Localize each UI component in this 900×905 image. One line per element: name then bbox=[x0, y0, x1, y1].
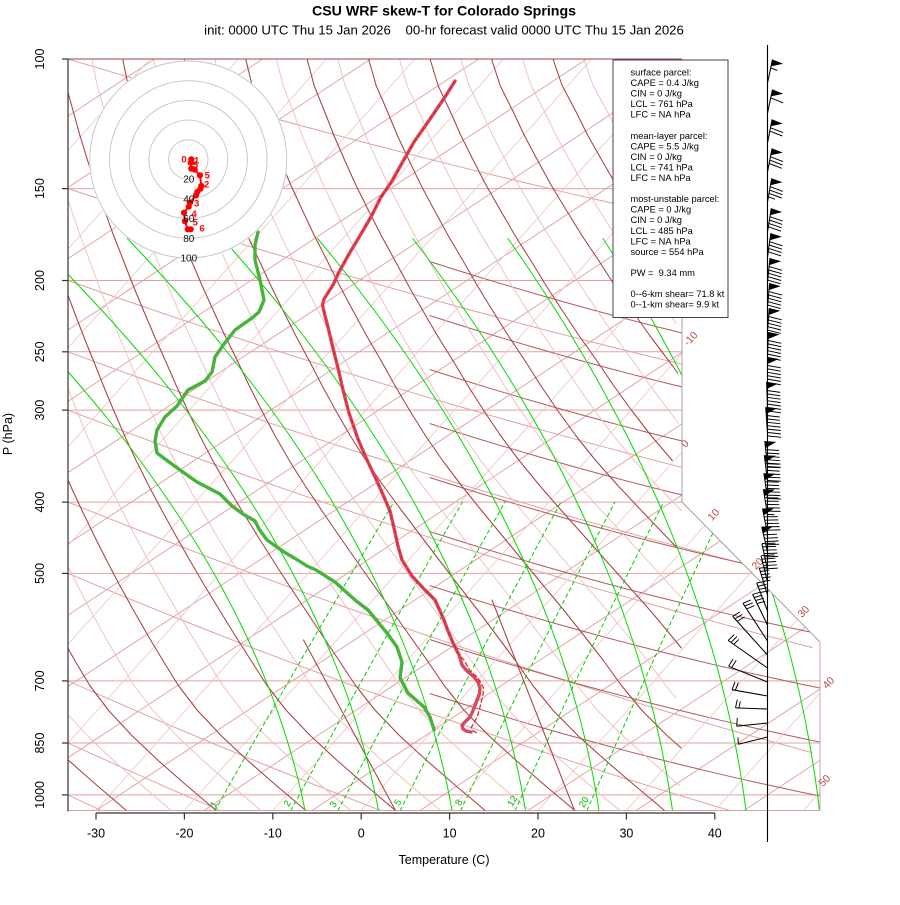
svg-text:LFC = NA hPa: LFC = NA hPa bbox=[631, 110, 692, 120]
svg-text:100: 100 bbox=[33, 49, 47, 70]
svg-text:0: 0 bbox=[181, 155, 186, 166]
svg-text:6: 6 bbox=[199, 224, 204, 235]
svg-text:0: 0 bbox=[358, 827, 365, 841]
svg-text:700: 700 bbox=[33, 670, 47, 691]
svg-text:CIN = 0 J/kg: CIN = 0 J/kg bbox=[631, 89, 682, 99]
svg-text:0--6-km shear= 71.8 kt: 0--6-km shear= 71.8 kt bbox=[631, 289, 725, 299]
svg-text:850: 850 bbox=[33, 733, 47, 754]
svg-text:Temperature (C): Temperature (C) bbox=[399, 853, 490, 867]
svg-text:LCL = 741 hPa: LCL = 741 hPa bbox=[631, 163, 694, 173]
svg-text:5: 5 bbox=[193, 160, 199, 171]
svg-text:20: 20 bbox=[531, 827, 545, 841]
svg-text:10: 10 bbox=[443, 827, 457, 841]
svg-text:most-unstable parcel:: most-unstable parcel: bbox=[631, 194, 720, 204]
svg-text:PW = 9.34 mm: PW = 9.34 mm bbox=[631, 268, 696, 278]
svg-text:CAPE = 0 J/kg: CAPE = 0 J/kg bbox=[631, 205, 692, 215]
svg-text:source = 554 hPa: source = 554 hPa bbox=[631, 247, 705, 257]
svg-text:LFC = NA hPa: LFC = NA hPa bbox=[631, 173, 692, 183]
svg-text:30: 30 bbox=[619, 827, 633, 841]
svg-text:40: 40 bbox=[183, 194, 195, 205]
svg-text:3: 3 bbox=[194, 198, 199, 209]
svg-text:150: 150 bbox=[33, 178, 47, 199]
svg-text:500: 500 bbox=[33, 563, 47, 584]
svg-text:40: 40 bbox=[708, 827, 722, 841]
svg-text:LCL = 485 hPa: LCL = 485 hPa bbox=[631, 226, 694, 236]
svg-text:-10: -10 bbox=[264, 827, 282, 841]
svg-text:1000: 1000 bbox=[33, 781, 47, 809]
svg-text:100: 100 bbox=[180, 254, 197, 265]
svg-text:CIN = 0 J/kg: CIN = 0 J/kg bbox=[631, 215, 682, 225]
svg-text:init: 0000 UTC Thu 15 Jan 2026: init: 0000 UTC Thu 15 Jan 2026 00-hr for… bbox=[204, 23, 684, 38]
svg-text:80: 80 bbox=[183, 234, 195, 245]
svg-text:LFC = NA hPa: LFC = NA hPa bbox=[631, 236, 692, 246]
svg-text:60: 60 bbox=[183, 214, 195, 225]
svg-text:CIN = 0 J/kg: CIN = 0 J/kg bbox=[631, 152, 682, 162]
svg-text:P (hPa): P (hPa) bbox=[1, 413, 15, 455]
svg-text:CSU WRF skew-T for Colorado Sp: CSU WRF skew-T for Colorado Springs bbox=[312, 4, 576, 20]
svg-text:2: 2 bbox=[204, 179, 209, 190]
svg-text:20: 20 bbox=[183, 175, 195, 186]
svg-text:250: 250 bbox=[33, 341, 47, 362]
svg-text:-20: -20 bbox=[175, 827, 193, 841]
svg-text:300: 300 bbox=[33, 400, 47, 421]
svg-text:CAPE = 5.5 J/kg: CAPE = 5.5 J/kg bbox=[631, 141, 699, 151]
svg-text:CAPE = 0.4 J/kg: CAPE = 0.4 J/kg bbox=[631, 78, 699, 88]
svg-text:400: 400 bbox=[33, 492, 47, 513]
svg-text:LCL = 761 hPa: LCL = 761 hPa bbox=[631, 99, 694, 109]
svg-text:surface parcel:: surface parcel: bbox=[631, 68, 692, 78]
svg-text:0--1-km shear= 9.9 kt: 0--1-km shear= 9.9 kt bbox=[631, 300, 720, 310]
svg-text:mean-layer parcel:: mean-layer parcel: bbox=[631, 131, 708, 141]
svg-text:200: 200 bbox=[33, 270, 47, 291]
svg-text:-30: -30 bbox=[87, 827, 105, 841]
